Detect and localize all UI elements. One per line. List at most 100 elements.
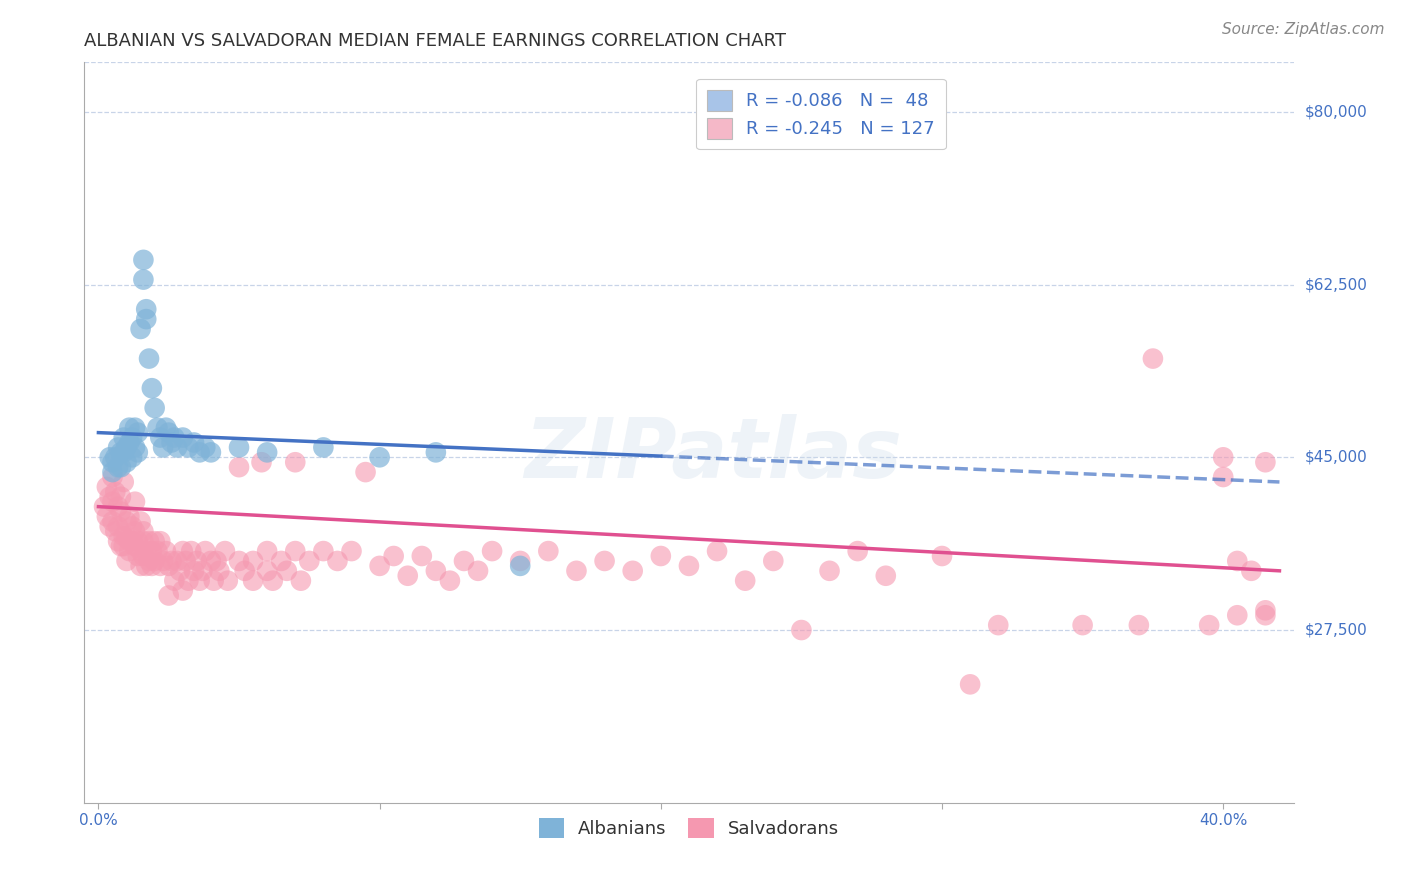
Point	[101, 470, 124, 484]
Text: ZIPatlas: ZIPatlas	[524, 414, 903, 495]
Point	[425, 445, 447, 459]
Point	[228, 460, 250, 475]
Point	[340, 544, 363, 558]
Point	[124, 420, 146, 434]
Point	[101, 455, 124, 469]
Point	[110, 490, 132, 504]
Point	[104, 484, 127, 499]
Point	[160, 435, 183, 450]
Point	[121, 534, 143, 549]
Point	[183, 564, 205, 578]
Point	[115, 441, 138, 455]
Point	[115, 515, 138, 529]
Point	[146, 544, 169, 558]
Point	[326, 554, 349, 568]
Point	[124, 441, 146, 455]
Point	[127, 534, 149, 549]
Point	[242, 574, 264, 588]
Point	[141, 381, 163, 395]
Point	[163, 431, 186, 445]
Point	[354, 465, 377, 479]
Point	[1212, 470, 1234, 484]
Point	[621, 564, 644, 578]
Point	[118, 534, 141, 549]
Point	[143, 401, 166, 415]
Point	[509, 554, 531, 568]
Point	[124, 494, 146, 508]
Point	[762, 554, 785, 568]
Point	[205, 554, 228, 568]
Point	[228, 441, 250, 455]
Point	[183, 435, 205, 450]
Point	[163, 574, 186, 588]
Point	[1128, 618, 1150, 632]
Point	[169, 564, 191, 578]
Point	[1240, 564, 1263, 578]
Point	[312, 544, 335, 558]
Point	[262, 574, 284, 588]
Point	[127, 445, 149, 459]
Point	[172, 583, 194, 598]
Text: $45,000: $45,000	[1305, 450, 1368, 465]
Point	[846, 544, 869, 558]
Point	[284, 544, 307, 558]
Point	[112, 475, 135, 489]
Point	[174, 554, 197, 568]
Point	[112, 431, 135, 445]
Point	[132, 524, 155, 539]
Point	[127, 549, 149, 563]
Point	[509, 558, 531, 573]
Point	[149, 558, 172, 573]
Legend: Albanians, Salvadorans: Albanians, Salvadorans	[531, 810, 846, 846]
Text: ALBANIAN VS SALVADORAN MEDIAN FEMALE EARNINGS CORRELATION CHART: ALBANIAN VS SALVADORAN MEDIAN FEMALE EAR…	[84, 32, 786, 50]
Point	[396, 568, 419, 582]
Point	[115, 529, 138, 543]
Point	[382, 549, 405, 563]
Point	[931, 549, 953, 563]
Point	[107, 460, 129, 475]
Point	[118, 420, 141, 434]
Point	[166, 554, 188, 568]
Point	[1254, 455, 1277, 469]
Point	[411, 549, 433, 563]
Point	[987, 618, 1010, 632]
Point	[200, 554, 222, 568]
Point	[250, 455, 273, 469]
Point	[107, 441, 129, 455]
Point	[157, 558, 180, 573]
Point	[284, 455, 307, 469]
Point	[734, 574, 756, 588]
Point	[155, 544, 177, 558]
Point	[467, 564, 489, 578]
Point	[1198, 618, 1220, 632]
Point	[138, 534, 160, 549]
Point	[228, 554, 250, 568]
Point	[186, 554, 208, 568]
Point	[132, 272, 155, 286]
Point	[256, 445, 278, 459]
Point	[132, 534, 155, 549]
Point	[256, 544, 278, 558]
Point	[256, 564, 278, 578]
Point	[453, 554, 475, 568]
Point	[242, 554, 264, 568]
Point	[124, 539, 146, 553]
Point	[110, 460, 132, 475]
Point	[1254, 608, 1277, 623]
Point	[157, 589, 180, 603]
Point	[200, 445, 222, 459]
Point	[160, 554, 183, 568]
Point	[118, 509, 141, 524]
Point	[135, 302, 157, 317]
Point	[157, 425, 180, 440]
Point	[593, 554, 616, 568]
Point	[1142, 351, 1164, 366]
Point	[149, 534, 172, 549]
Point	[107, 534, 129, 549]
Point	[129, 544, 152, 558]
Point	[177, 441, 200, 455]
Point	[270, 554, 292, 568]
Point	[135, 558, 157, 573]
Point	[124, 524, 146, 539]
Point	[129, 515, 152, 529]
